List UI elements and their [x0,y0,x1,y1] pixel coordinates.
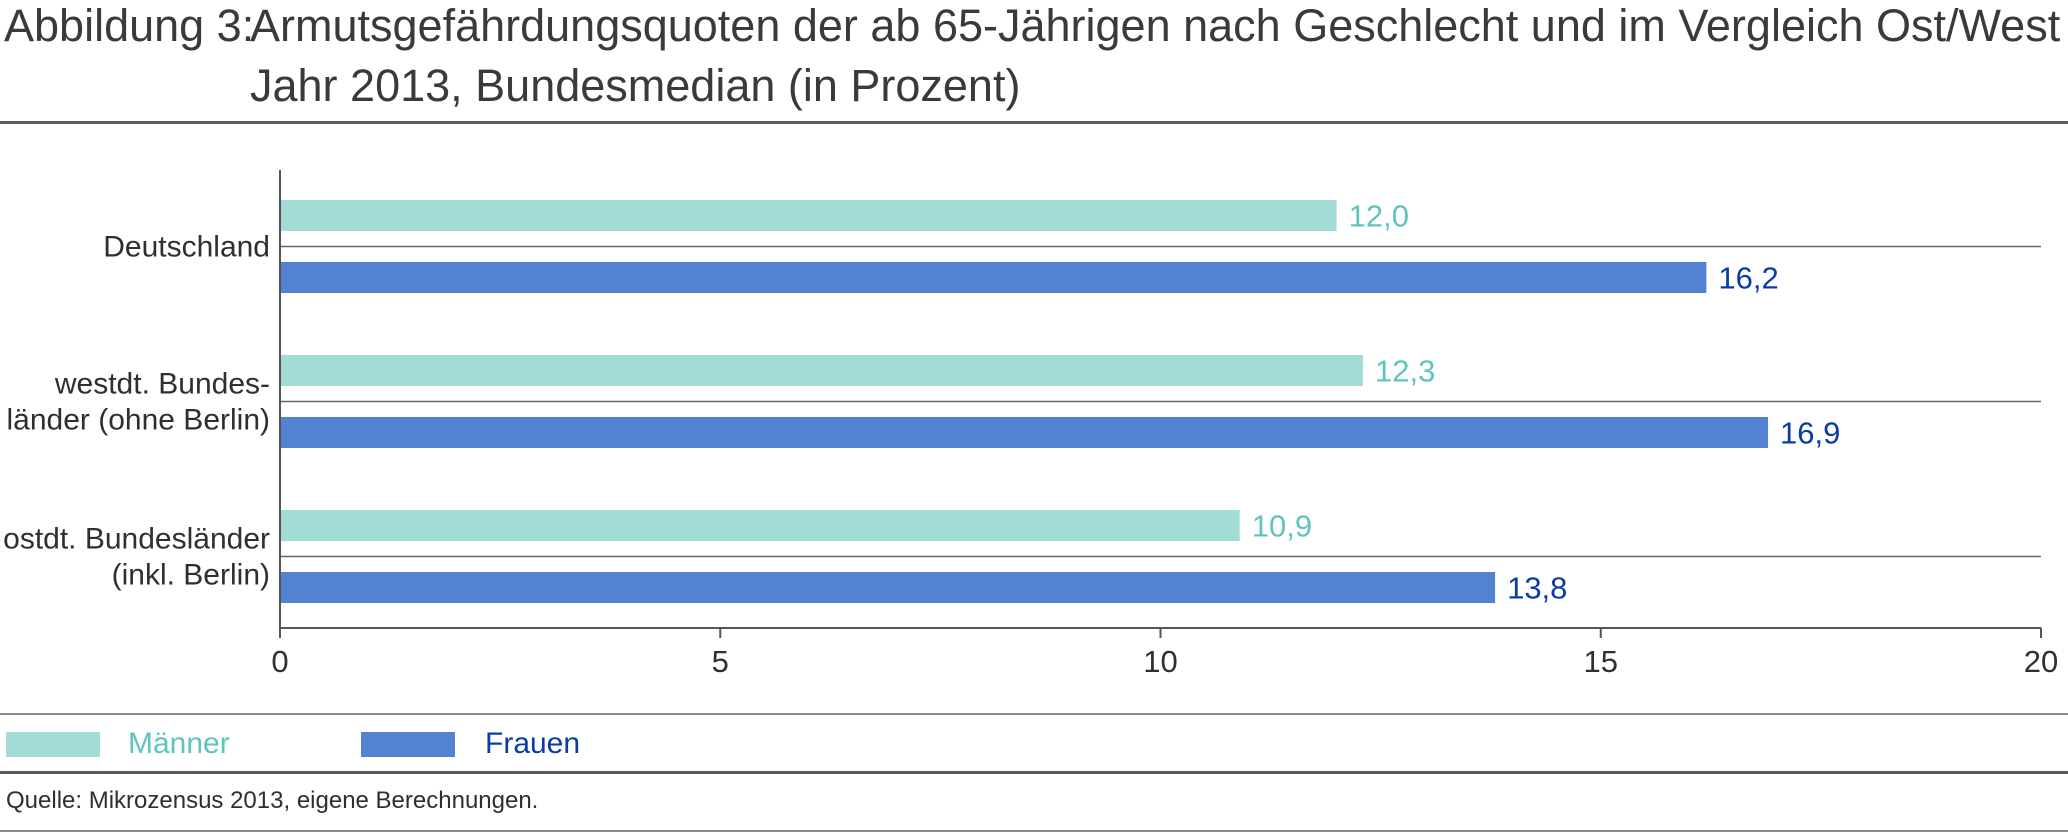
x-tick-label: 5 [712,644,729,679]
legend-label-women: Frauen [485,727,581,760]
category-label-0: Deutschland [103,231,270,264]
bar-women-1 [280,417,1769,448]
value-label-men-1: 12,3 [1375,354,1435,389]
value-label-women-1: 16,9 [1780,416,1840,451]
value-label-women-2: 13,8 [1507,571,1567,606]
source-divider [0,771,2068,774]
bar-men-1 [280,355,1364,386]
category-label-line: Deutschland [103,231,270,264]
bar-chart: 12,0 12,3 10,9 16,2 16,9 13,8 Deutschland westd… [3,170,2058,679]
bar-men-0 [280,200,1337,231]
title-line-1: Armutsgefährdungsquoten der ab 65-Jährig… [250,0,2068,51]
source-note: Quelle: Mikrozensus 2013, eigene Berechn… [6,787,539,814]
legend-label-men: Männer [128,727,230,760]
bar-women-2 [280,572,1496,603]
legend: Männer Frauen [0,722,2068,766]
x-tick-label: 10 [1143,644,1177,679]
x-tick-label: 20 [2024,644,2058,679]
category-label-line: westdt. Bundes- [54,368,270,401]
title-divider [0,121,2068,124]
category-label-line: ostdt. Bundesländer [3,523,270,556]
x-tick-label: 15 [1584,644,1618,679]
bar-men-2 [280,510,1240,541]
value-label-men-2: 10,9 [1252,509,1312,544]
legend-swatch-men [6,732,100,757]
x-tick-label: 0 [271,644,288,679]
category-label-line: (inkl. Berlin) [112,559,270,592]
value-label-men-0: 12,0 [1349,199,1409,234]
category-label-1: westdt. Bundes-länder (ohne Berlin) [7,368,270,437]
chart-title: Abbildung 3: Armutsgefährdungsquoten der… [0,0,2068,111]
value-label-women-0: 16,2 [1718,261,1778,296]
title-prefix: Abbildung 3: [4,0,255,51]
legend-swatch-women [361,732,455,757]
bar-women-0 [280,262,1707,293]
title-line-2: Jahr 2013, Bundesmedian (in Prozent) [250,60,1021,111]
category-label-line: länder (ohne Berlin) [7,404,270,437]
category-label-2: ostdt. Bundesländer (inkl. Berlin) [3,523,270,592]
legend-divider [0,713,2068,715]
bottom-divider [0,830,2068,832]
